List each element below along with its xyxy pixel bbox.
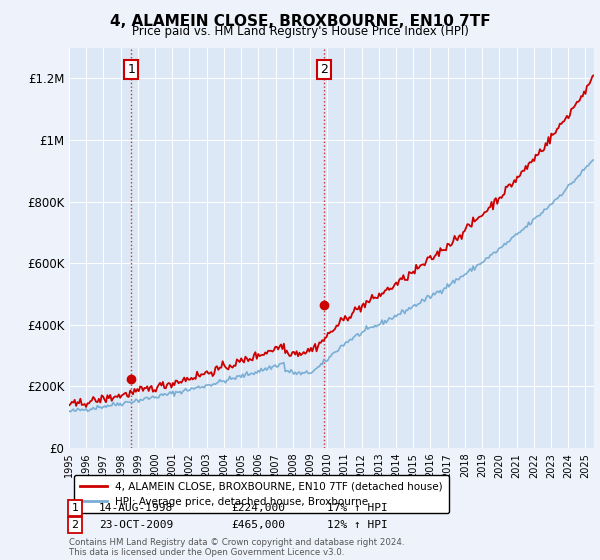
Text: 14-AUG-1998: 14-AUG-1998 — [99, 503, 173, 513]
Text: 1: 1 — [71, 503, 79, 513]
Text: 17% ↑ HPI: 17% ↑ HPI — [327, 503, 388, 513]
Text: 4, ALAMEIN CLOSE, BROXBOURNE, EN10 7TF: 4, ALAMEIN CLOSE, BROXBOURNE, EN10 7TF — [110, 14, 490, 29]
Text: 1: 1 — [127, 63, 135, 76]
Text: Price paid vs. HM Land Registry's House Price Index (HPI): Price paid vs. HM Land Registry's House … — [131, 25, 469, 38]
Text: Contains HM Land Registry data © Crown copyright and database right 2024.
This d: Contains HM Land Registry data © Crown c… — [69, 538, 404, 557]
Legend: 4, ALAMEIN CLOSE, BROXBOURNE, EN10 7TF (detached house), HPI: Average price, det: 4, ALAMEIN CLOSE, BROXBOURNE, EN10 7TF (… — [74, 475, 449, 513]
Text: £224,000: £224,000 — [231, 503, 285, 513]
Text: 12% ↑ HPI: 12% ↑ HPI — [327, 520, 388, 530]
Text: 2: 2 — [320, 63, 328, 76]
Text: £465,000: £465,000 — [231, 520, 285, 530]
Text: 23-OCT-2009: 23-OCT-2009 — [99, 520, 173, 530]
Text: 2: 2 — [71, 520, 79, 530]
